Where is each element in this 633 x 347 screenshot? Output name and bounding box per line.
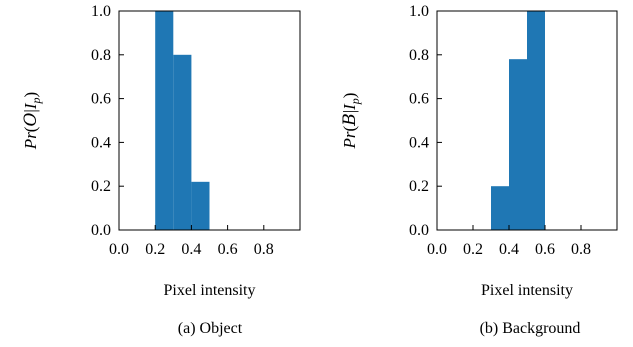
chart-panel-1: 0.0 0.2 0.4 0.6 0.8 0.0 0.2 0.4 0.6 0.8 1.0 Pixel i…	[21, 3, 301, 337]
y-axis-label: Pr(O|Ip)	[21, 92, 43, 150]
bar-2-1	[491, 186, 509, 230]
y-tick-label: 0.2	[91, 178, 111, 195]
y-tick-label: 1.0	[409, 3, 429, 20]
y-tick-label: 0.0	[91, 222, 111, 239]
bar-1-1	[155, 11, 174, 230]
y-tick-label: 0.8	[409, 47, 429, 64]
panel-caption: (a) Object	[178, 320, 243, 337]
x-tick-label: 0.2	[463, 241, 483, 258]
x-tick-label: 0.4	[499, 241, 519, 258]
y-tick-label: 1.0	[91, 3, 111, 20]
x-tick-label: 0.8	[254, 241, 274, 258]
bar-1-2	[173, 54, 192, 230]
y-tick-label: 0.2	[409, 178, 429, 195]
x-axis-label: Pixel intensity	[164, 282, 256, 299]
x-tick-label: 0.8	[571, 241, 591, 258]
bar-2-2	[509, 59, 527, 231]
bar-1-3	[191, 181, 210, 230]
y-tick-label: 0.8	[91, 47, 111, 64]
x-tick-label: 0.6	[218, 241, 238, 258]
y-tick-label: 0.4	[409, 134, 429, 151]
y-tick-label: 0.0	[409, 222, 429, 239]
x-axis-label: Pixel intensity	[481, 282, 573, 299]
x-tick-label: 0.2	[145, 241, 165, 258]
axes-frame	[118, 10, 301, 231]
y-tick-label: 0.6	[409, 91, 429, 108]
y-tick-label: 0.6	[91, 91, 111, 108]
y-axis-label: Pr(B|Ip)	[340, 93, 362, 150]
x-tick-label: 0.0	[109, 241, 129, 258]
x-tick-label: 0.6	[535, 241, 555, 258]
chart-panel-2: 0.0 0.2 0.4 0.6 0.8 0.0 0.2 0.4 0.6 0.8 1.0 Pixel i…	[340, 3, 618, 337]
bar-2-3	[527, 11, 545, 230]
y-tick-label: 0.4	[91, 134, 111, 151]
axes-frame	[436, 10, 618, 231]
panel-caption: (b) Background	[480, 320, 581, 337]
x-tick-label: 0.0	[427, 241, 447, 258]
x-tick-label: 0.4	[181, 241, 201, 258]
